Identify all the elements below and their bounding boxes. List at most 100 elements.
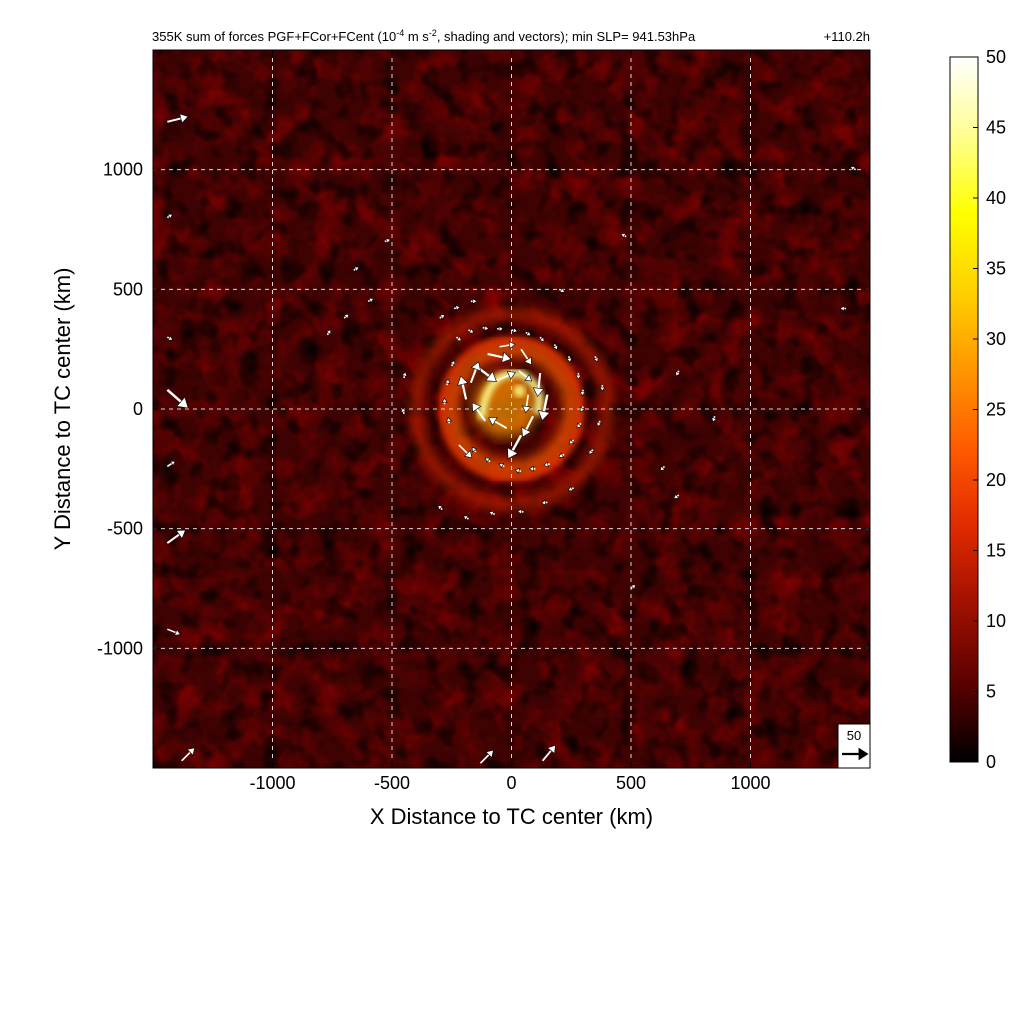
title-main: 355K sum of forces PGF+FCor+FCent (10 — [152, 29, 396, 44]
title-unit: m s — [404, 29, 429, 44]
y-tick-label: 500 — [113, 279, 143, 299]
force-vector — [449, 360, 456, 367]
force-vector — [343, 313, 350, 320]
outer-spiral-band — [410, 308, 613, 510]
force-vector — [579, 406, 586, 413]
force-vector — [468, 328, 475, 334]
force-vector — [444, 378, 451, 386]
force-vector — [567, 485, 574, 492]
colorbar-tick-label: 50 — [986, 47, 1006, 67]
chart-title: 355K sum of forces PGF+FCor+FCent (10-4 … — [152, 28, 696, 44]
force-vector — [552, 344, 559, 351]
force-vector — [538, 336, 545, 343]
force-vector — [446, 416, 452, 424]
force-vector — [181, 747, 196, 762]
force-vector — [166, 335, 174, 341]
force-vector — [456, 335, 462, 342]
force-vector — [675, 370, 681, 377]
force-vector — [576, 422, 583, 429]
force-vector — [498, 462, 505, 469]
force-vector — [166, 388, 189, 409]
colorbar-tick-label: 5 — [986, 682, 996, 702]
y-axis-label: Y Distance to TC center (km) — [50, 268, 75, 551]
colorbar-tick-label: 15 — [986, 541, 1006, 561]
force-vector — [471, 402, 487, 422]
force-vector — [596, 420, 603, 428]
force-vector — [166, 214, 173, 220]
force-vectors — [166, 113, 857, 764]
title-superscript: -4 — [396, 28, 404, 38]
force-vector — [499, 341, 516, 350]
force-vector — [525, 330, 532, 336]
force-vector — [166, 460, 176, 468]
force-vector — [507, 434, 523, 460]
force-vector — [488, 417, 508, 429]
force-vector — [479, 749, 494, 764]
x-tick-label: 0 — [506, 773, 516, 793]
force-vector — [518, 370, 533, 382]
y-tick-label: 1000 — [103, 160, 143, 180]
force-vector — [850, 166, 857, 172]
title-unit-superscript: -2 — [429, 28, 437, 38]
force-vector — [167, 628, 181, 636]
force-vector — [437, 504, 444, 511]
colorbar-ticks: 0 5 10 15 20 25 30 35 40 45 50 — [973, 47, 1006, 772]
force-vector — [458, 444, 473, 459]
force-vector — [532, 372, 545, 398]
force-vector — [673, 493, 680, 499]
title-rest: , shading and vectors); min SLP= 941.53h… — [437, 29, 696, 44]
x-tick-label: -500 — [374, 773, 410, 793]
force-vector — [167, 113, 189, 124]
force-vector — [470, 298, 478, 305]
inner-core-hotspot — [477, 369, 544, 420]
colorbar-tick-label: 45 — [986, 118, 1006, 138]
reference-vector-arrow-shape — [842, 747, 869, 761]
reference-vector-key: 50 — [837, 723, 871, 769]
force-vector — [540, 499, 548, 506]
force-vector — [463, 515, 469, 521]
x-axis: -1000 -500 0 500 1000 — [249, 50, 771, 793]
force-vector — [521, 415, 534, 438]
force-vector — [520, 348, 532, 366]
force-vector — [439, 314, 446, 320]
force-vector — [711, 415, 718, 423]
force-vector — [588, 449, 595, 455]
force-vector — [401, 371, 408, 379]
y-tick-label: -500 — [107, 519, 143, 539]
y-axis: -1000 -500 0 500 1000 — [97, 160, 870, 658]
x-axis-label: X Distance to TC center (km) — [370, 804, 653, 829]
force-vector — [620, 233, 627, 239]
eye-spot — [513, 385, 526, 397]
colorbar-tick-label: 30 — [986, 329, 1006, 349]
force-vector — [496, 370, 516, 382]
reference-vector-arrow — [842, 747, 869, 761]
colorbar-tick-label: 0 — [986, 752, 996, 772]
force-vector — [599, 385, 606, 392]
force-vector — [482, 325, 490, 331]
force-vector — [522, 394, 532, 414]
x-tick-label: 1000 — [730, 773, 770, 793]
force-vector — [566, 356, 573, 363]
force-vector — [469, 361, 481, 384]
force-vector — [400, 407, 407, 414]
force-vector — [541, 744, 556, 762]
force-vector — [384, 238, 392, 244]
reference-vector-box — [837, 723, 871, 769]
force-vector — [575, 373, 582, 380]
y-tick-label: -1000 — [97, 638, 143, 658]
force-vector — [487, 351, 512, 363]
y-tick-label: 0 — [133, 399, 143, 419]
force-vector — [166, 529, 186, 544]
force-vector — [839, 305, 847, 312]
x-tick-label: 500 — [616, 773, 646, 793]
force-vector — [579, 389, 586, 397]
force-vector — [325, 329, 331, 336]
force-vector — [516, 508, 524, 515]
force-vector — [568, 438, 575, 445]
force-vector — [353, 266, 360, 272]
colorbar-tick-label: 35 — [986, 259, 1006, 279]
force-vector — [511, 327, 518, 334]
colorbar: 0 5 10 15 20 25 30 35 40 45 50 — [949, 47, 1006, 772]
colorbar-tick-label: 10 — [986, 611, 1006, 631]
